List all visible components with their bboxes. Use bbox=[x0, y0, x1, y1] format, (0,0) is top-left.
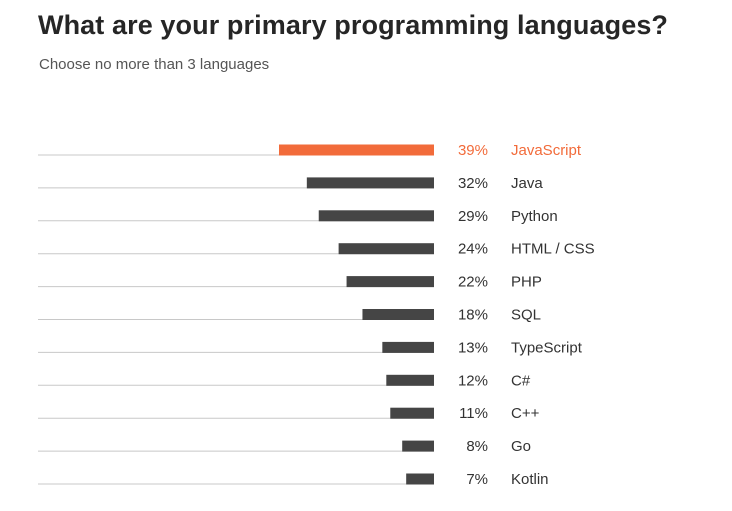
category-label: SQL bbox=[511, 307, 541, 324]
value-label: 11% bbox=[459, 405, 488, 422]
value-label: 13% bbox=[458, 339, 488, 356]
bar-python bbox=[318, 210, 434, 222]
value-label: 7% bbox=[466, 471, 488, 488]
category-label: TypeScript bbox=[511, 339, 583, 356]
category-label: PHP bbox=[511, 274, 542, 291]
category-label: Python bbox=[511, 208, 558, 225]
category-label: JavaScript bbox=[511, 142, 582, 159]
bar-c- bbox=[390, 407, 434, 419]
bar-java bbox=[306, 177, 434, 189]
category-label: HTML / CSS bbox=[511, 241, 595, 258]
bar-php bbox=[346, 276, 434, 288]
bar-go bbox=[402, 440, 434, 452]
value-label: 12% bbox=[458, 372, 488, 389]
value-label: 22% bbox=[458, 274, 488, 291]
value-label: 18% bbox=[458, 307, 488, 324]
value-label: 32% bbox=[458, 175, 488, 192]
value-label: 29% bbox=[458, 208, 488, 225]
bar-sql bbox=[362, 309, 434, 320]
chart-subtitle: Choose no more than 3 languages bbox=[39, 56, 270, 73]
bar-javascript bbox=[279, 144, 434, 156]
category-label: Java bbox=[511, 175, 543, 192]
bar-kotlin bbox=[406, 473, 434, 485]
value-label: 8% bbox=[466, 438, 488, 455]
bar-typescript bbox=[382, 341, 434, 353]
bar-html-css bbox=[338, 243, 434, 255]
chart-title: What are your primary programming langua… bbox=[38, 10, 669, 40]
value-label: 24% bbox=[458, 241, 488, 258]
category-label: Kotlin bbox=[511, 471, 549, 488]
category-label: C# bbox=[511, 372, 531, 389]
category-label: Go bbox=[511, 438, 531, 455]
category-label: C++ bbox=[511, 405, 540, 422]
bar-c- bbox=[386, 374, 434, 386]
value-label: 39% bbox=[458, 142, 488, 159]
